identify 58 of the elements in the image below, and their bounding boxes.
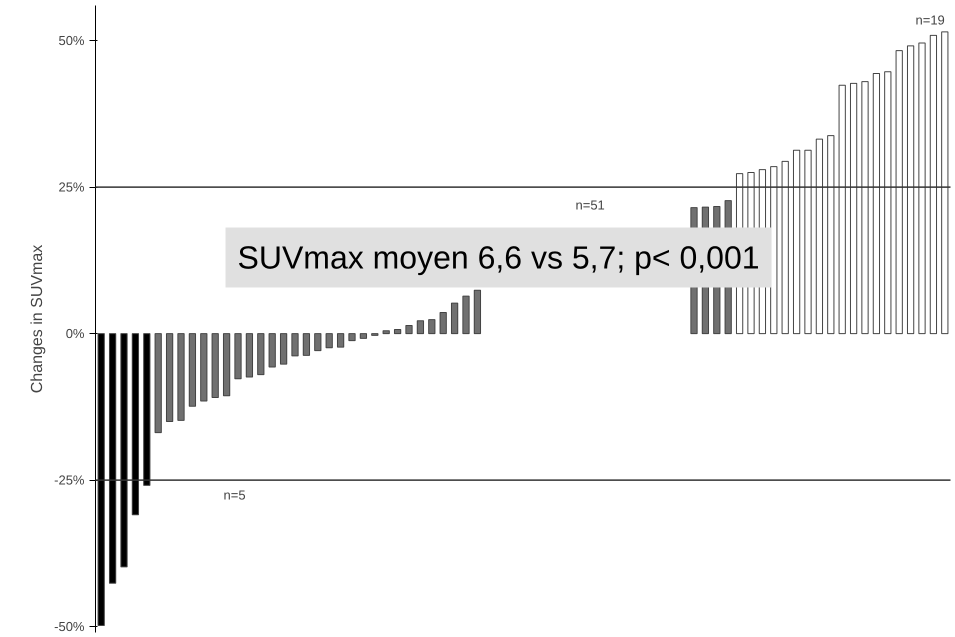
bar <box>941 31 948 334</box>
bar <box>291 333 299 356</box>
bar <box>462 296 470 334</box>
y-tick-label: -50% <box>54 619 85 634</box>
bar <box>850 82 858 334</box>
annotation: n=51 <box>576 198 605 212</box>
bar <box>188 333 196 407</box>
bar <box>405 324 413 334</box>
y-tick-label: 0% <box>66 326 85 342</box>
y-tick-label: -25% <box>54 472 85 488</box>
bar <box>906 45 914 334</box>
bar <box>143 333 150 486</box>
bar <box>450 302 458 334</box>
annotation: n=5 <box>224 488 246 502</box>
bar <box>360 333 368 339</box>
bar <box>268 333 276 368</box>
bar <box>200 333 208 402</box>
bar <box>838 84 846 334</box>
bar <box>132 333 140 516</box>
bar <box>222 333 230 396</box>
bar <box>792 150 800 334</box>
bar <box>474 290 482 334</box>
bar <box>302 333 310 356</box>
bar <box>816 138 824 334</box>
bar <box>827 135 834 334</box>
annotation: n=19 <box>916 12 945 28</box>
bar <box>212 333 219 398</box>
bar <box>336 333 344 348</box>
bar <box>234 333 242 380</box>
bar <box>314 333 322 352</box>
bar <box>246 333 254 378</box>
bar <box>257 333 264 376</box>
bar <box>861 81 869 334</box>
bar <box>884 71 892 334</box>
bar <box>428 319 436 334</box>
bar <box>782 160 789 334</box>
y-tick-label: 50% <box>58 33 85 48</box>
bar <box>326 333 333 348</box>
bar <box>918 42 926 334</box>
bar <box>440 312 447 334</box>
bar <box>770 166 778 334</box>
bar <box>896 50 903 334</box>
bar <box>166 333 174 422</box>
bar <box>382 330 390 334</box>
bar <box>872 72 880 334</box>
bar <box>108 333 116 584</box>
bar <box>348 333 356 342</box>
bar <box>120 333 128 568</box>
bar <box>804 150 812 334</box>
bar <box>416 320 424 334</box>
annotation: SUVmax moyen 6,6 vs 5,7; p< 0,001 <box>238 240 760 276</box>
y-tick-label: 25% <box>58 180 85 195</box>
bar <box>280 333 288 365</box>
bar <box>177 333 185 421</box>
y-axis-title: Changes in SUVmax <box>29 244 46 394</box>
bar <box>930 34 938 334</box>
bar <box>154 333 162 434</box>
bar <box>394 329 402 334</box>
